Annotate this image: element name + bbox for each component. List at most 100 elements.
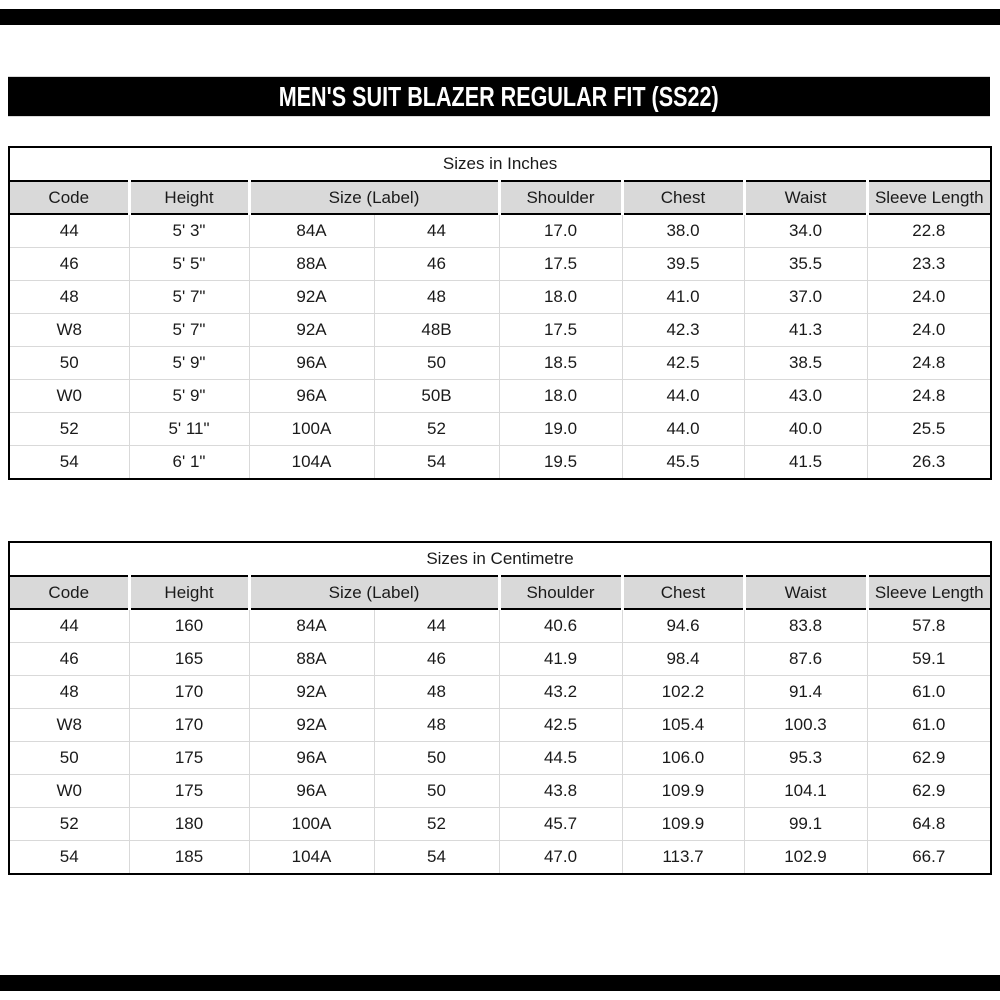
table-cell: 100A: [248, 412, 375, 446]
table-cell: 5' 3": [128, 213, 250, 248]
table-cell: 24.8: [866, 379, 992, 413]
table-cell: 44.5: [498, 741, 623, 775]
table-row: 50 175 96A 50 44.5 106.0 95.3 62.9: [8, 741, 992, 775]
table-cell: 96A: [248, 379, 375, 413]
table-row: 52 180 100A 52 45.7 109.9 99.1 64.8: [8, 807, 992, 841]
column-header-height: Height: [127, 181, 249, 215]
table-cell: 92A: [248, 675, 375, 709]
table-cell: 84A: [248, 213, 375, 248]
table-cell: W8: [8, 708, 130, 742]
table-cell: 113.7: [621, 840, 745, 875]
column-header-row: Code Height Size (Label) Shoulder Chest …: [9, 576, 992, 610]
column-header-sleeve-length: Sleeve Length: [865, 181, 992, 215]
table-cell: 48B: [373, 313, 500, 347]
table-cell: 40.0: [743, 412, 868, 446]
table-cell: 50B: [373, 379, 500, 413]
table-cell: 46: [373, 247, 500, 281]
table-cell: 42.5: [621, 346, 745, 380]
table-cell: 34.0: [743, 213, 868, 248]
table-row: W0 175 96A 50 43.8 109.9 104.1 62.9: [8, 774, 992, 808]
table-cell: 48: [8, 280, 130, 314]
table-cell: 104A: [248, 840, 375, 875]
table-title: Sizes in Inches: [9, 147, 992, 182]
column-header-sleeve-length: Sleeve Length: [865, 576, 992, 610]
product-title-banner: MEN'S SUIT BLAZER REGULAR FIT (SS22): [8, 76, 990, 117]
table-cell: 46: [8, 247, 130, 281]
table-cell: 52: [8, 807, 130, 841]
table-cell: 92A: [248, 708, 375, 742]
table-cell: 62.9: [866, 741, 992, 775]
table-cell: 44.0: [621, 412, 745, 446]
table-cell: 41.9: [498, 642, 623, 676]
table-cell: 24.0: [866, 280, 992, 314]
table-cell: 37.0: [743, 280, 868, 314]
table-cell: 92A: [248, 313, 375, 347]
table-row: W8 5' 7" 92A 48B 17.5 42.3 41.3 24.0: [8, 313, 992, 347]
column-header-size-label: Size (Label): [247, 576, 499, 610]
table-cell: 23.3: [866, 247, 992, 281]
table-cell: 64.8: [866, 807, 992, 841]
table-cell: 44: [8, 608, 130, 643]
column-header-height: Height: [127, 576, 249, 610]
table-cell: 61.0: [866, 675, 992, 709]
table-cell: 105.4: [621, 708, 745, 742]
table-cell: 50: [373, 741, 500, 775]
table-cell: 43.0: [743, 379, 868, 413]
table-cell: 88A: [248, 642, 375, 676]
table-cell: 39.5: [621, 247, 745, 281]
table-cell: 44: [373, 608, 500, 643]
table-cell: 5' 7": [128, 280, 250, 314]
table-cell: 61.0: [866, 708, 992, 742]
table-cell: 84A: [248, 608, 375, 643]
inches-size-table: Sizes in Inches Code Height Size (Label)…: [8, 146, 993, 480]
table-cell: 99.1: [743, 807, 868, 841]
table-cell: 50: [373, 774, 500, 808]
table-cell: 52: [8, 412, 130, 446]
table-row: 48 5' 7" 92A 48 18.0 41.0 37.0 24.0: [8, 280, 992, 314]
table-cell: 46: [373, 642, 500, 676]
table-row: 52 5' 11" 100A 52 19.0 44.0 40.0 25.5: [8, 412, 992, 446]
table-cell: 175: [128, 741, 250, 775]
table-cell: 41.0: [621, 280, 745, 314]
table-cell: 44.0: [621, 379, 745, 413]
table-cell: 44: [373, 213, 500, 248]
table-cell: 170: [128, 675, 250, 709]
table-cell: 96A: [248, 774, 375, 808]
table-title-row: Sizes in Centimetre: [9, 542, 992, 577]
table-cell: 104.1: [743, 774, 868, 808]
table-cell: 91.4: [743, 675, 868, 709]
column-header-row: Code Height Size (Label) Shoulder Chest …: [9, 181, 992, 215]
table-cell: 66.7: [866, 840, 992, 875]
column-header-chest: Chest: [620, 576, 744, 610]
table-cell: 48: [8, 675, 130, 709]
table-cell: W0: [8, 774, 130, 808]
table-cell: 185: [128, 840, 250, 875]
table-cell: 170: [128, 708, 250, 742]
product-title: MEN'S SUIT BLAZER REGULAR FIT (SS22): [279, 80, 719, 112]
table-cell: 48: [373, 280, 500, 314]
table-cell: 25.5: [866, 412, 992, 446]
table-cell: 92A: [248, 280, 375, 314]
table-title-row: Sizes in Inches: [9, 147, 992, 182]
table-cell: 160: [128, 608, 250, 643]
table-cell: 19.5: [498, 445, 623, 480]
column-header-shoulder: Shoulder: [497, 576, 622, 610]
table-cell: 100A: [248, 807, 375, 841]
table-cell: 17.0: [498, 213, 623, 248]
table-cell: 54: [373, 840, 500, 875]
table-cell: 59.1: [866, 642, 992, 676]
table-cell: 5' 11": [128, 412, 250, 446]
table-cell: 94.6: [621, 608, 745, 643]
table-cell: 18.0: [498, 379, 623, 413]
table-cell: 18.5: [498, 346, 623, 380]
table-cell: 38.0: [621, 213, 745, 248]
table-cell: 17.5: [498, 313, 623, 347]
table-row: 54 6' 1" 104A 54 19.5 45.5 41.5 26.3: [8, 445, 992, 480]
table-cell: 96A: [248, 741, 375, 775]
column-header-waist: Waist: [742, 181, 867, 215]
table-cell: 24.0: [866, 313, 992, 347]
table-cell: 44: [8, 213, 130, 248]
table-cell: 5' 7": [128, 313, 250, 347]
table-cell: 46: [8, 642, 130, 676]
table-cell: 104A: [248, 445, 375, 480]
